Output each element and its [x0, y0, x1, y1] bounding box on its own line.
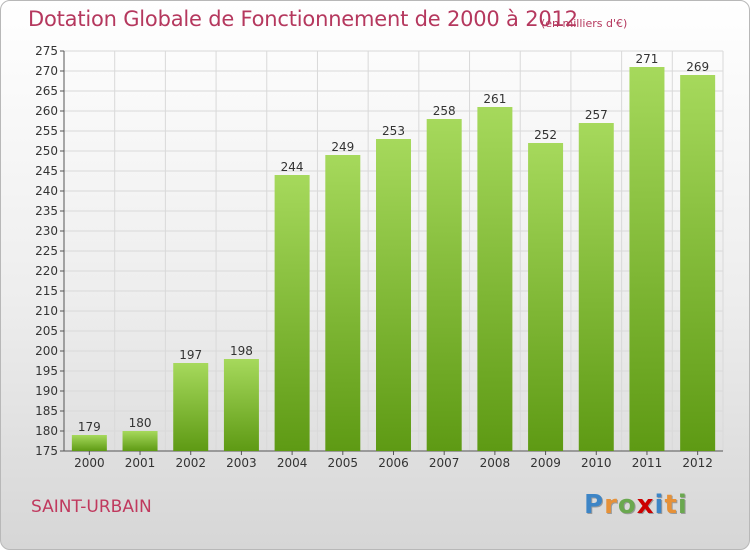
x-tick-label-2003: 2003: [226, 456, 257, 470]
logo-letter: t: [664, 490, 678, 520]
bar-2008: [477, 107, 513, 451]
y-tick-label: 200: [35, 344, 58, 358]
logo-letter: i: [654, 490, 665, 520]
y-tick-label: 245: [35, 164, 58, 178]
y-tick-label: 215: [35, 284, 58, 298]
data-label-2010: 257: [585, 108, 608, 122]
data-label-2001: 180: [129, 416, 152, 430]
x-tick-label-2010: 2010: [581, 456, 612, 470]
x-tick-label-2011: 2011: [632, 456, 663, 470]
y-tick-label: 260: [35, 104, 58, 118]
bar-2010: [578, 123, 614, 451]
y-tick-label: 195: [35, 364, 58, 378]
y-tick-label: 180: [35, 424, 58, 438]
bar-2002: [173, 363, 209, 451]
y-tick-label: 205: [35, 324, 58, 338]
data-label-2006: 253: [382, 124, 405, 138]
x-tick-label-2007: 2007: [429, 456, 460, 470]
logo-letter: P: [584, 490, 605, 520]
bar-2005: [325, 155, 361, 451]
y-tick-label: 265: [35, 84, 58, 98]
data-label-2002: 197: [179, 348, 202, 362]
x-tick-label-2000: 2000: [74, 456, 105, 470]
y-tick-label: 225: [35, 244, 58, 258]
logo-letter: i: [677, 490, 688, 520]
x-tick-label-2009: 2009: [530, 456, 561, 470]
bar-2009: [528, 143, 564, 451]
y-tick-label: 270: [35, 64, 58, 78]
data-label-2011: 271: [636, 52, 659, 66]
bar-2004: [274, 175, 310, 451]
x-tick-label-2005: 2005: [328, 456, 359, 470]
data-label-2005: 249: [331, 140, 354, 154]
bar-2012: [680, 75, 716, 451]
y-tick-label: 275: [35, 44, 58, 58]
logo-letter: r: [604, 490, 618, 520]
bar-2000: [71, 435, 107, 451]
data-label-2009: 252: [534, 128, 557, 142]
data-label-2007: 258: [433, 104, 456, 118]
y-tick-label: 190: [35, 384, 58, 398]
y-tick-label: 185: [35, 404, 58, 418]
data-label-2003: 198: [230, 344, 253, 358]
bar-2007: [426, 119, 462, 451]
bar-2001: [122, 431, 158, 451]
city-name: SAINT-URBAIN: [31, 497, 152, 517]
data-label-2008: 261: [483, 92, 506, 106]
y-tick-label: 235: [35, 204, 58, 218]
bar-2003: [223, 359, 259, 451]
bar-2011: [629, 67, 665, 451]
y-tick-label: 230: [35, 224, 58, 238]
logo-letter: x: [636, 490, 655, 520]
chart-unit-note: (en milliers d'€): [541, 17, 628, 30]
proxiti-logo: Proxiti: [584, 490, 688, 520]
data-label-2012: 269: [686, 60, 709, 74]
logo-letter: o: [617, 490, 637, 520]
data-label-2004: 244: [281, 160, 304, 174]
x-tick-label-2008: 2008: [480, 456, 511, 470]
y-tick-label: 250: [35, 144, 58, 158]
x-tick-label-2004: 2004: [277, 456, 308, 470]
bar-2006: [376, 139, 411, 451]
y-tick-label: 175: [35, 444, 58, 458]
y-tick-label: 210: [35, 304, 58, 318]
data-label-2000: 179: [78, 420, 101, 434]
x-tick-label-2001: 2001: [125, 456, 156, 470]
x-tick-label-2006: 2006: [378, 456, 409, 470]
x-tick-label-2012: 2012: [682, 456, 713, 470]
y-tick-label: 240: [35, 184, 58, 198]
x-tick-label-2002: 2002: [175, 456, 206, 470]
y-tick-label: 255: [35, 124, 58, 138]
y-tick-label: 220: [35, 264, 58, 278]
chart-title: Dotation Globale de Fonctionnement de 20…: [28, 7, 578, 31]
